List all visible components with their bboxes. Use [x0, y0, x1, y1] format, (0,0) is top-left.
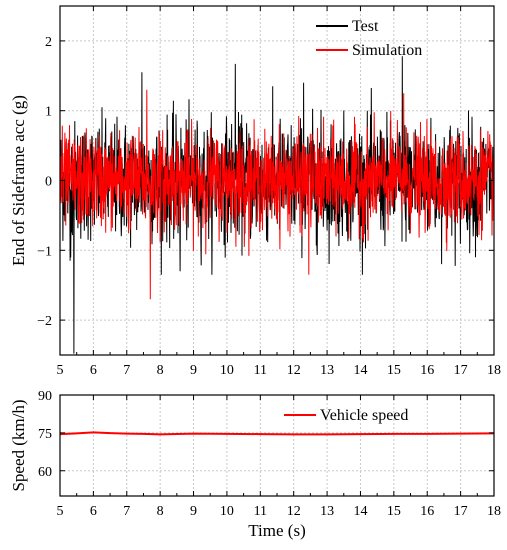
speed-panel: 5 6 7 8 9 10 11 12 13 14 15 16 17 18 60 75 90 Speed (km/h…: [9, 389, 501, 540]
x-tick-label: 18: [487, 504, 501, 519]
x-axis-label: Time (s): [248, 521, 305, 540]
x-tick-label: 17: [454, 504, 468, 519]
x-tick-label: 7: [123, 504, 130, 519]
x-tick-label: 5: [57, 504, 64, 519]
x-tick-label: 8: [157, 504, 164, 519]
y-tick-label: −1: [37, 244, 52, 259]
x-tick-label: 12: [287, 504, 301, 519]
x-tick-label: 11: [254, 363, 267, 378]
legend-label: Simulation: [352, 42, 422, 59]
x-tick-label: 14: [353, 363, 367, 378]
y-axis-label: End of Sideframe acc (g): [9, 95, 28, 266]
x-tick-label: 8: [157, 363, 164, 378]
y-tick-label: 75: [38, 427, 52, 442]
x-tick-label: 17: [454, 363, 468, 378]
x-tick-label: 12: [287, 363, 301, 378]
legend-label: Vehicle speed: [320, 407, 408, 424]
x-tick-label: 14: [353, 504, 367, 519]
series-line-vehicle-speed: [60, 431, 494, 436]
x-tick-label: 15: [387, 504, 401, 519]
x-tick-label: 9: [190, 363, 197, 378]
x-tick-label: 16: [420, 363, 434, 378]
x-tick-label: 10: [220, 363, 234, 378]
x-tick-label: 6: [90, 363, 97, 378]
x-tick-label: 18: [487, 363, 501, 378]
x-tick-label: 15: [387, 363, 401, 378]
legend-label: Test: [352, 18, 379, 35]
x-tick-label: 13: [320, 363, 334, 378]
x-tick-label: 6: [90, 504, 97, 519]
x-tick-label: 10: [220, 504, 234, 519]
y-axis-label: Speed (km/h): [9, 399, 28, 491]
y-tick-label: 60: [38, 465, 52, 480]
y-tick-label: −2: [37, 314, 52, 329]
x-tick-label: 11: [254, 504, 267, 519]
y-tick-label: 2: [45, 35, 52, 50]
x-tick-label: 16: [420, 504, 434, 519]
plot-frame: [59, 394, 495, 497]
x-tick-label: 9: [190, 504, 197, 519]
x-tick-label: 5: [57, 363, 64, 378]
series-line-simulation: [60, 89, 494, 300]
x-tick-label: 7: [123, 363, 130, 378]
y-tick-label: 90: [38, 389, 52, 404]
y-tick-label: 1: [45, 105, 52, 120]
x-tick-label: 13: [320, 504, 334, 519]
y-tick-label: 0: [45, 175, 52, 190]
